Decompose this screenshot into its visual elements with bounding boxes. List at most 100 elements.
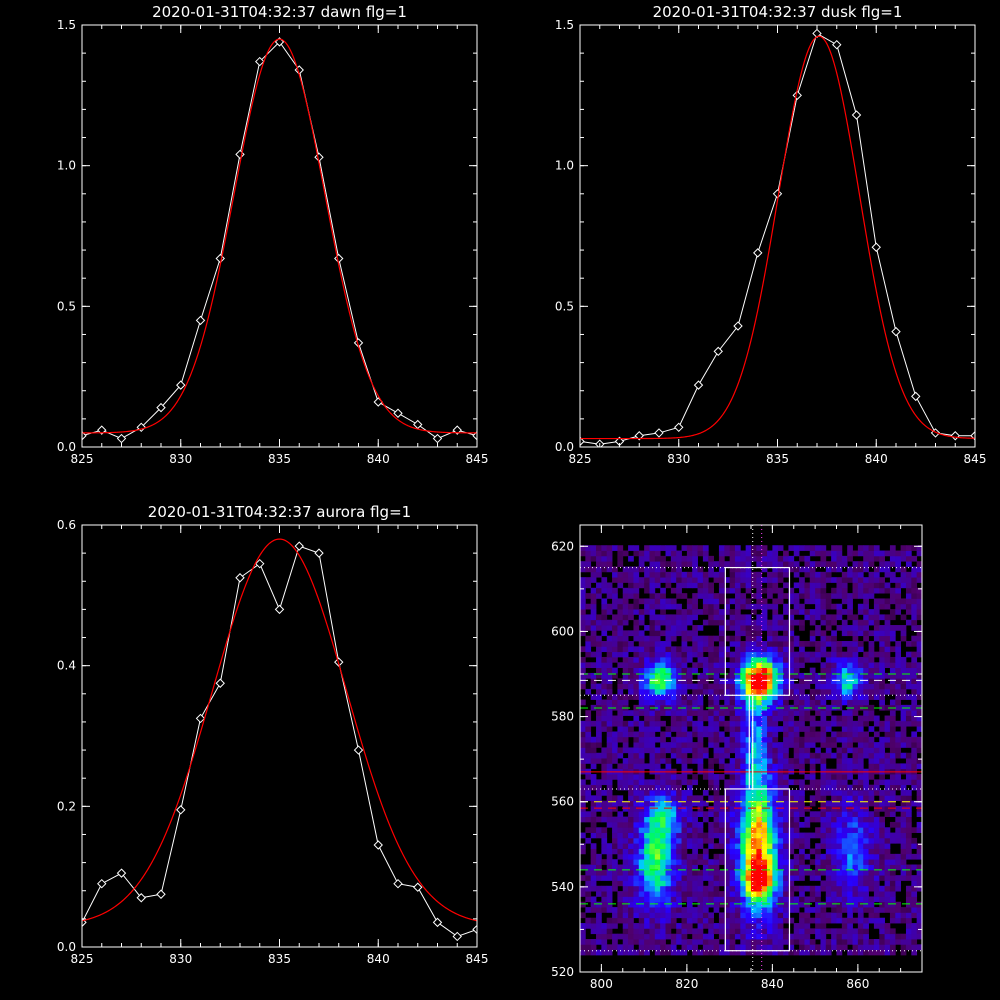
heatmap-cell <box>767 837 773 844</box>
heatmap-cell <box>804 678 811 684</box>
heatmap-cell <box>841 774 848 780</box>
heatmap-cell <box>761 545 768 551</box>
heatmap-cell <box>724 917 731 924</box>
heatmap-cell <box>831 891 837 897</box>
heatmap-cell <box>916 853 923 860</box>
heatmap-cell <box>718 688 725 695</box>
heatmap-cell <box>686 827 693 833</box>
heatmap-cell <box>638 742 645 748</box>
heatmap-cell <box>873 614 880 621</box>
heatmap-cell <box>873 949 880 956</box>
heatmap-cell <box>633 795 640 802</box>
heatmap-cell <box>863 933 869 940</box>
heatmap-cell <box>820 630 827 637</box>
heatmap-cell <box>670 662 677 669</box>
heatmap-cell <box>745 545 752 551</box>
heatmap-cell <box>863 587 869 594</box>
heatmap-cell <box>633 582 640 589</box>
data-point <box>274 604 285 615</box>
heatmap-cell <box>665 843 672 849</box>
heatmap-cell <box>884 651 891 658</box>
heatmap-cell <box>660 603 666 610</box>
heatmap-cell <box>718 832 725 839</box>
heatmap-cell <box>831 821 837 828</box>
heatmap-cell <box>852 752 859 759</box>
heatmap-cell <box>836 678 843 684</box>
heatmap-cell <box>761 752 768 759</box>
heatmap-cell <box>734 816 741 823</box>
heatmap-cell <box>756 949 763 956</box>
heatmap-cell <box>863 939 869 945</box>
heatmap-cell <box>761 816 768 823</box>
heatmap-cell <box>772 683 779 690</box>
heatmap-cell <box>772 891 779 897</box>
heatmap-cell <box>622 944 629 951</box>
heatmap-cell <box>905 917 912 924</box>
heatmap-cell <box>612 923 618 929</box>
heatmap-cell <box>868 875 875 881</box>
heatmap-cell <box>809 614 816 621</box>
heatmap-cell <box>665 795 672 802</box>
heatmap-cell <box>740 550 747 557</box>
heatmap-cell <box>617 891 624 897</box>
heatmap-cell <box>847 885 853 892</box>
heatmap-cell <box>665 545 672 551</box>
heatmap-cell <box>831 577 837 583</box>
heatmap-cell <box>708 923 714 929</box>
heatmap-cell <box>868 726 875 732</box>
heatmap-cell <box>612 880 618 887</box>
heatmap-cell <box>857 619 864 626</box>
heatmap-cell <box>772 912 779 919</box>
heatmap-cell <box>740 699 747 706</box>
heatmap-cell <box>612 816 618 823</box>
heatmap-cell <box>868 742 875 748</box>
heatmap-cell <box>836 587 843 594</box>
heatmap-cell <box>708 736 714 743</box>
heatmap-cell <box>670 742 677 748</box>
heatmap-cell <box>734 667 741 674</box>
heatmap-cell <box>756 821 763 828</box>
heatmap-cell <box>697 885 704 892</box>
heatmap-cell <box>686 758 693 764</box>
heatmap-cell <box>831 885 837 892</box>
heatmap-cell <box>809 795 816 802</box>
heatmap-cell <box>793 923 800 929</box>
heatmap-cell <box>580 795 586 802</box>
heatmap-cell <box>793 619 800 626</box>
heatmap-cell <box>724 545 731 551</box>
heatmap-cell <box>590 630 597 637</box>
heatmap-cell <box>799 699 805 706</box>
heatmap-cell <box>911 880 918 887</box>
heatmap-cell <box>895 736 902 743</box>
heatmap-cell <box>804 614 811 621</box>
heatmap-cell <box>777 939 784 945</box>
heatmap-cell <box>772 582 779 589</box>
heatmap-cell <box>857 720 864 727</box>
heatmap-cell <box>772 545 779 551</box>
heatmap-cell <box>847 853 853 860</box>
heatmap-cell <box>815 545 821 551</box>
heatmap-cell <box>654 923 661 929</box>
heatmap-cell <box>911 715 918 722</box>
heatmap-cell <box>676 805 682 812</box>
heatmap-cell <box>745 555 752 562</box>
heatmap-cell <box>836 859 843 865</box>
heatmap-cell <box>873 603 880 610</box>
heatmap-cell <box>745 561 752 567</box>
heatmap-cell <box>590 609 597 615</box>
heatmap-cell <box>724 672 731 679</box>
heatmap-cell <box>889 715 896 722</box>
heatmap-cell <box>799 582 805 589</box>
heatmap-cell <box>793 939 800 945</box>
heatmap-cell <box>804 774 811 780</box>
heatmap-cell <box>772 598 779 605</box>
heatmap-cell <box>612 837 618 844</box>
heatmap-cell <box>825 944 832 951</box>
heatmap-cell <box>841 885 848 892</box>
heatmap-cell <box>841 672 848 679</box>
heatmap-cell <box>649 715 656 722</box>
heatmap-cell <box>809 619 816 626</box>
heatmap-cell <box>900 875 907 881</box>
heatmap-cell <box>772 923 779 929</box>
heatmap-cell <box>681 763 688 770</box>
